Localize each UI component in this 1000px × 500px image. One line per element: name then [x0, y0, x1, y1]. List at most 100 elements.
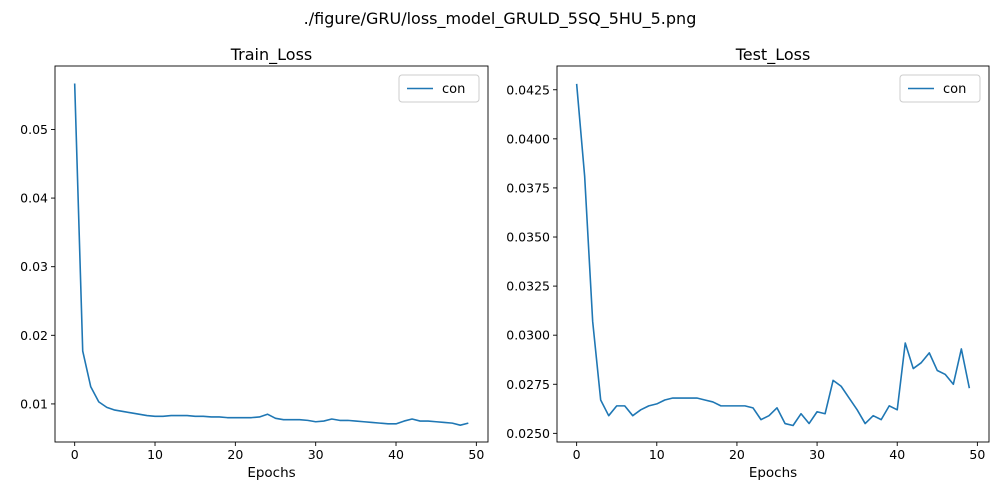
- data-point: [897, 409, 898, 410]
- x-tick-label: 20: [729, 447, 745, 462]
- data-point: [251, 417, 252, 418]
- data-point: [379, 423, 380, 424]
- data-point: [211, 416, 212, 417]
- data-point: [865, 423, 866, 424]
- data-point: [841, 386, 842, 387]
- data-point: [889, 405, 890, 406]
- data-point: [403, 420, 404, 421]
- data-point: [323, 420, 324, 421]
- legend-label: con: [943, 82, 966, 97]
- subplot-title: Train_Loss: [230, 45, 312, 65]
- data-point: [283, 419, 284, 420]
- data-point: [428, 420, 429, 421]
- y-tick-label: 0.02: [20, 328, 48, 343]
- data-point: [187, 415, 188, 416]
- y-tick-label: 0.0350: [506, 230, 550, 245]
- data-point: [688, 397, 689, 398]
- x-tick-label: 40: [889, 447, 905, 462]
- x-tick-label: 30: [809, 447, 825, 462]
- data-point: [154, 416, 155, 417]
- data-point: [664, 399, 665, 400]
- data-point: [347, 420, 348, 421]
- x-tick-label: 10: [649, 447, 665, 462]
- figure-suptitle: ./figure/GRU/loss_model_GRULD_5SQ_5HU_5.…: [304, 9, 697, 29]
- data-point: [584, 176, 585, 177]
- data-point: [122, 411, 123, 412]
- data-point: [857, 409, 858, 410]
- data-point: [436, 421, 437, 422]
- y-tick-label: 0.0300: [506, 328, 550, 343]
- data-point: [760, 419, 761, 420]
- data-point: [712, 401, 713, 402]
- y-tick-label: 0.01: [20, 396, 48, 411]
- data-point: [792, 425, 793, 426]
- x-axis-label: Epochs: [749, 465, 797, 481]
- data-point: [849, 397, 850, 398]
- data-point: [235, 417, 236, 418]
- data-point: [736, 405, 737, 406]
- y-tick-label: 0.0425: [506, 82, 550, 97]
- x-tick-label: 40: [388, 447, 404, 462]
- y-tick-label: 0.04: [20, 191, 48, 206]
- plot-frame: [556, 65, 990, 443]
- data-point: [387, 423, 388, 424]
- data-point: [768, 415, 769, 416]
- data-point: [243, 417, 244, 418]
- data-point: [452, 423, 453, 424]
- data-point: [576, 83, 577, 84]
- data-point: [728, 405, 729, 406]
- legend-label: con: [442, 82, 465, 97]
- data-point: [704, 399, 705, 400]
- data-point: [744, 405, 745, 406]
- data-point: [90, 386, 91, 387]
- data-point: [130, 412, 131, 413]
- data-point: [299, 419, 300, 420]
- series-line-con: [575, 83, 971, 427]
- x-tick-label: 50: [468, 447, 484, 462]
- data-point: [720, 405, 721, 406]
- data-point: [162, 416, 163, 417]
- data-point: [752, 407, 753, 408]
- data-point: [696, 397, 697, 398]
- data-point: [371, 422, 372, 423]
- data-point: [227, 417, 228, 418]
- data-point: [307, 420, 308, 421]
- data-point: [444, 422, 445, 423]
- x-tick-label: 20: [227, 447, 243, 462]
- data-point: [355, 420, 356, 421]
- data-point: [219, 416, 220, 417]
- data-point: [833, 380, 834, 381]
- data-point: [624, 405, 625, 406]
- data-point: [395, 423, 396, 424]
- y-tick-label: 0.05: [20, 122, 48, 137]
- data-point: [921, 362, 922, 363]
- data-point: [800, 413, 801, 414]
- data-point: [315, 421, 316, 422]
- data-point: [961, 348, 962, 349]
- data-point: [275, 418, 276, 419]
- data-point: [267, 414, 268, 415]
- data-point: [146, 415, 147, 416]
- data-point: [881, 419, 882, 420]
- data-point: [195, 416, 196, 417]
- data-point: [592, 321, 593, 322]
- data-point: [656, 403, 657, 404]
- data-point: [825, 413, 826, 414]
- data-point: [331, 418, 332, 419]
- data-point: [179, 415, 180, 416]
- data-point: [138, 414, 139, 415]
- x-tick-label: 0: [573, 447, 581, 462]
- data-point: [937, 370, 938, 371]
- data-point: [468, 423, 469, 424]
- data-point: [291, 419, 292, 420]
- data-point: [616, 405, 617, 406]
- data-point: [114, 409, 115, 410]
- data-point: [776, 407, 777, 408]
- y-tick-label: 0.0400: [506, 131, 550, 146]
- y-tick-label: 0.0250: [506, 426, 550, 441]
- data-point: [632, 415, 633, 416]
- data-point: [784, 423, 785, 424]
- y-tick-label: 0.0275: [506, 377, 550, 392]
